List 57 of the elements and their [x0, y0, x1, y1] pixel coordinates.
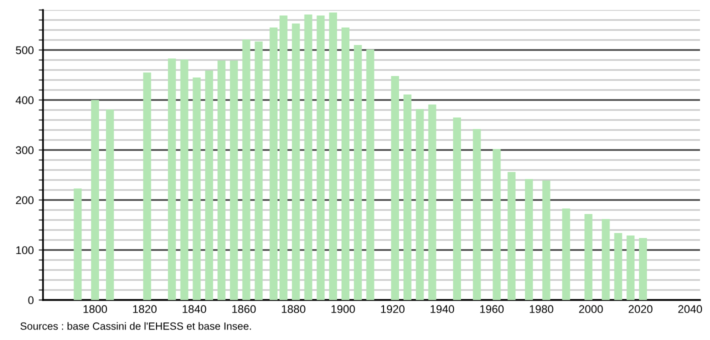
x-tick-label: 1880 [282, 305, 306, 314]
bar [508, 172, 516, 300]
bar [304, 14, 312, 300]
bar [626, 236, 635, 300]
bar [230, 60, 238, 300]
bar [562, 208, 570, 300]
y-tick-label: 100 [16, 246, 34, 254]
x-tick-label: 1860 [232, 305, 256, 314]
bar [280, 16, 288, 300]
bar [366, 50, 374, 300]
bar [614, 233, 622, 300]
bar [453, 118, 461, 300]
x-tick-label: 1800 [84, 305, 107, 314]
bar [242, 40, 250, 300]
bar [143, 72, 152, 300]
x-tick-label: 1840 [182, 305, 206, 314]
x-tick-label: 1960 [480, 305, 504, 314]
bar [91, 100, 100, 300]
bar [254, 42, 263, 300]
bar [192, 78, 201, 300]
bar [391, 76, 400, 300]
bar [106, 110, 114, 300]
bar [403, 94, 412, 300]
bar [492, 149, 501, 300]
bar [602, 219, 610, 300]
bar [329, 12, 338, 300]
bar [205, 70, 214, 300]
bar [342, 28, 350, 300]
bar [416, 109, 424, 300]
x-tick-label: 1940 [430, 305, 454, 314]
y-tick-label: 200 [16, 196, 34, 204]
x-tick-label: 1980 [530, 305, 554, 314]
y-tick-label: 300 [16, 146, 34, 154]
x-tick-label: 2040 [678, 305, 702, 314]
bar [168, 58, 176, 300]
bar [428, 104, 436, 300]
x-tick-label: 2020 [628, 305, 652, 314]
bar [316, 16, 325, 300]
bar [218, 60, 226, 300]
x-tick-label: 2000 [579, 305, 603, 314]
bar [74, 188, 82, 300]
x-tick-label: 1900 [331, 305, 355, 314]
x-tick-label: 1920 [381, 305, 404, 314]
source-note: Sources : base Cassini de l'EHESS et base Insee. [20, 322, 251, 330]
bar [639, 238, 647, 300]
bar [524, 179, 533, 300]
bar [472, 129, 481, 300]
x-tick-label: 1820 [133, 305, 157, 314]
bar [270, 28, 278, 300]
bar [542, 180, 550, 300]
bar [584, 214, 592, 300]
y-tick-label: 500 [16, 46, 34, 54]
y-tick-label: 400 [16, 96, 34, 104]
bar [292, 24, 300, 300]
bar [354, 45, 362, 300]
y-tick-label: 0 [28, 296, 34, 304]
bar [180, 60, 188, 300]
